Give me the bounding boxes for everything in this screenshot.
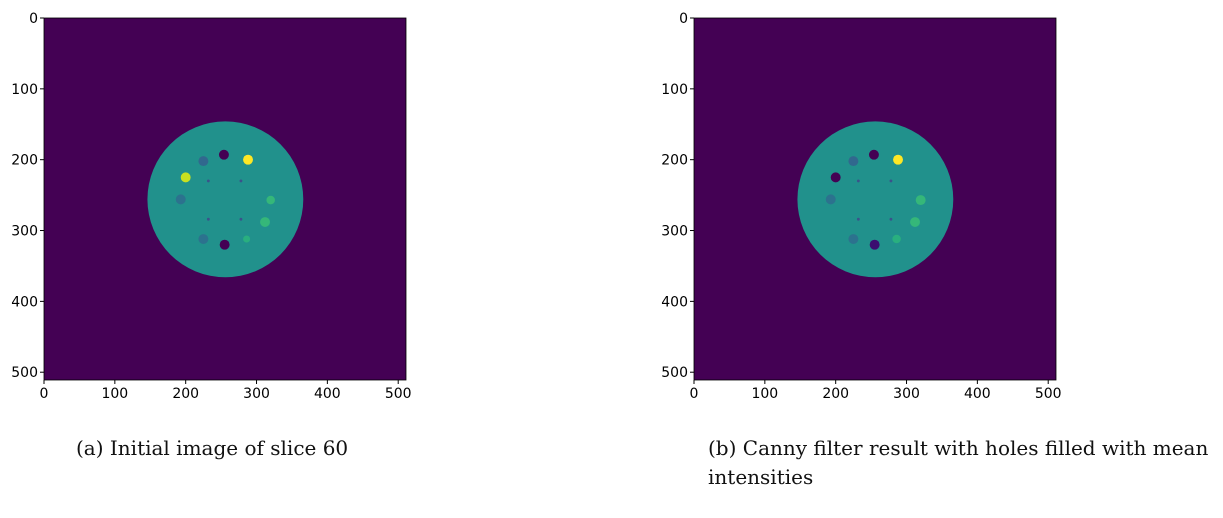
figure-b-x-tick-label-0: 0 [690,386,699,402]
figure-a-y-tick-label-0: 0 [29,11,38,27]
figure-b-x-tick-label-5: 500 [1035,386,1062,402]
figure-a-insert-12 [206,217,210,221]
figure-b-x-tick-label-4: 400 [964,386,991,402]
figure-a-x-tick-label-5: 500 [385,386,412,402]
figure-b-x-tick-label-2: 200 [822,386,849,402]
figure-b-y-tick-label-0: 0 [679,11,688,27]
figure-b-caption: (b) Canny filter result with holes fille… [708,436,1209,489]
figure-a-insert-7 [198,234,209,244]
figure-a-axes-frame [43,17,407,381]
figure-a-insert-5 [266,195,275,205]
figure-b-y-tick-label-3: 300 [661,224,688,240]
figure-a-insert-8 [243,235,251,243]
figure-a-insert-13 [239,217,243,221]
figure-a-x-tick-label-3: 300 [243,386,270,402]
figure-a-x-tick-label-0: 0 [40,386,49,402]
figure-b-phantom-disc [797,121,954,278]
figure-b-insert-13 [889,217,893,221]
figure-a-insert-4 [175,194,186,205]
figure-a-insert-2 [198,156,209,167]
figure-b-y-tick-label-4: 400 [661,294,688,310]
figure-a-insert-3 [180,172,191,183]
figure-a-y-tick-label-2: 200 [11,153,38,169]
figure-a-phantom-disc [147,121,304,278]
figure-b-insert-5 [915,195,926,206]
figure-b-insert-1 [893,154,903,165]
figure-b-x-tick-label-3: 300 [893,386,920,402]
figure-b-x-tick-label-1: 100 [751,386,778,402]
figure-b-panel: 0 100 200 300 400 500 0 100 200 300 400 500 [650,0,1090,420]
figure-a-x-tick-label-4: 400 [314,386,341,402]
figure-b-insert-9 [869,239,880,250]
figure-b-insert-2 [848,156,859,167]
figure-b-y-tick-label-5: 500 [661,365,688,381]
figure-b-axes-frame [693,17,1057,381]
figure-a-y-tick-label-4: 400 [11,294,38,310]
figure-b-insert-11 [889,179,893,183]
figure-a-insert-9 [219,239,230,250]
figure-b-y-tick-label-2: 200 [661,153,688,169]
figure-a-y-tick-label-1: 100 [11,82,38,98]
figure-b-insert-7 [848,234,859,244]
figure-b-insert-12 [856,217,860,221]
figure-a-x-tick-label-2: 200 [172,386,199,402]
figure-a-y-tick-label-5: 500 [11,365,38,381]
figure-b-insert-4 [825,194,836,205]
figure-b-insert-6 [910,217,920,227]
figure-a-insert-1 [243,154,253,165]
figure-a-insert-11 [239,179,243,183]
figure-b-insert-10 [856,179,860,183]
figure-a-insert-6 [260,217,270,227]
figure-b-insert-8 [892,234,901,244]
figure-a-x-tick-label-1: 100 [101,386,128,402]
figure-a-panel: 0 100 200 300 400 500 0 100 200 300 400 500 [0,0,440,420]
figure-b-insert-0 [868,149,879,160]
figure-a-caption: (a) Initial image of slice 60 [76,436,349,460]
figure-a-y-tick-label-3: 300 [11,224,38,240]
figure-a-insert-10 [206,179,210,183]
figure-a-insert-0 [218,149,229,160]
figure-b-insert-3 [830,172,841,183]
figure-b-y-tick-label-1: 100 [661,82,688,98]
